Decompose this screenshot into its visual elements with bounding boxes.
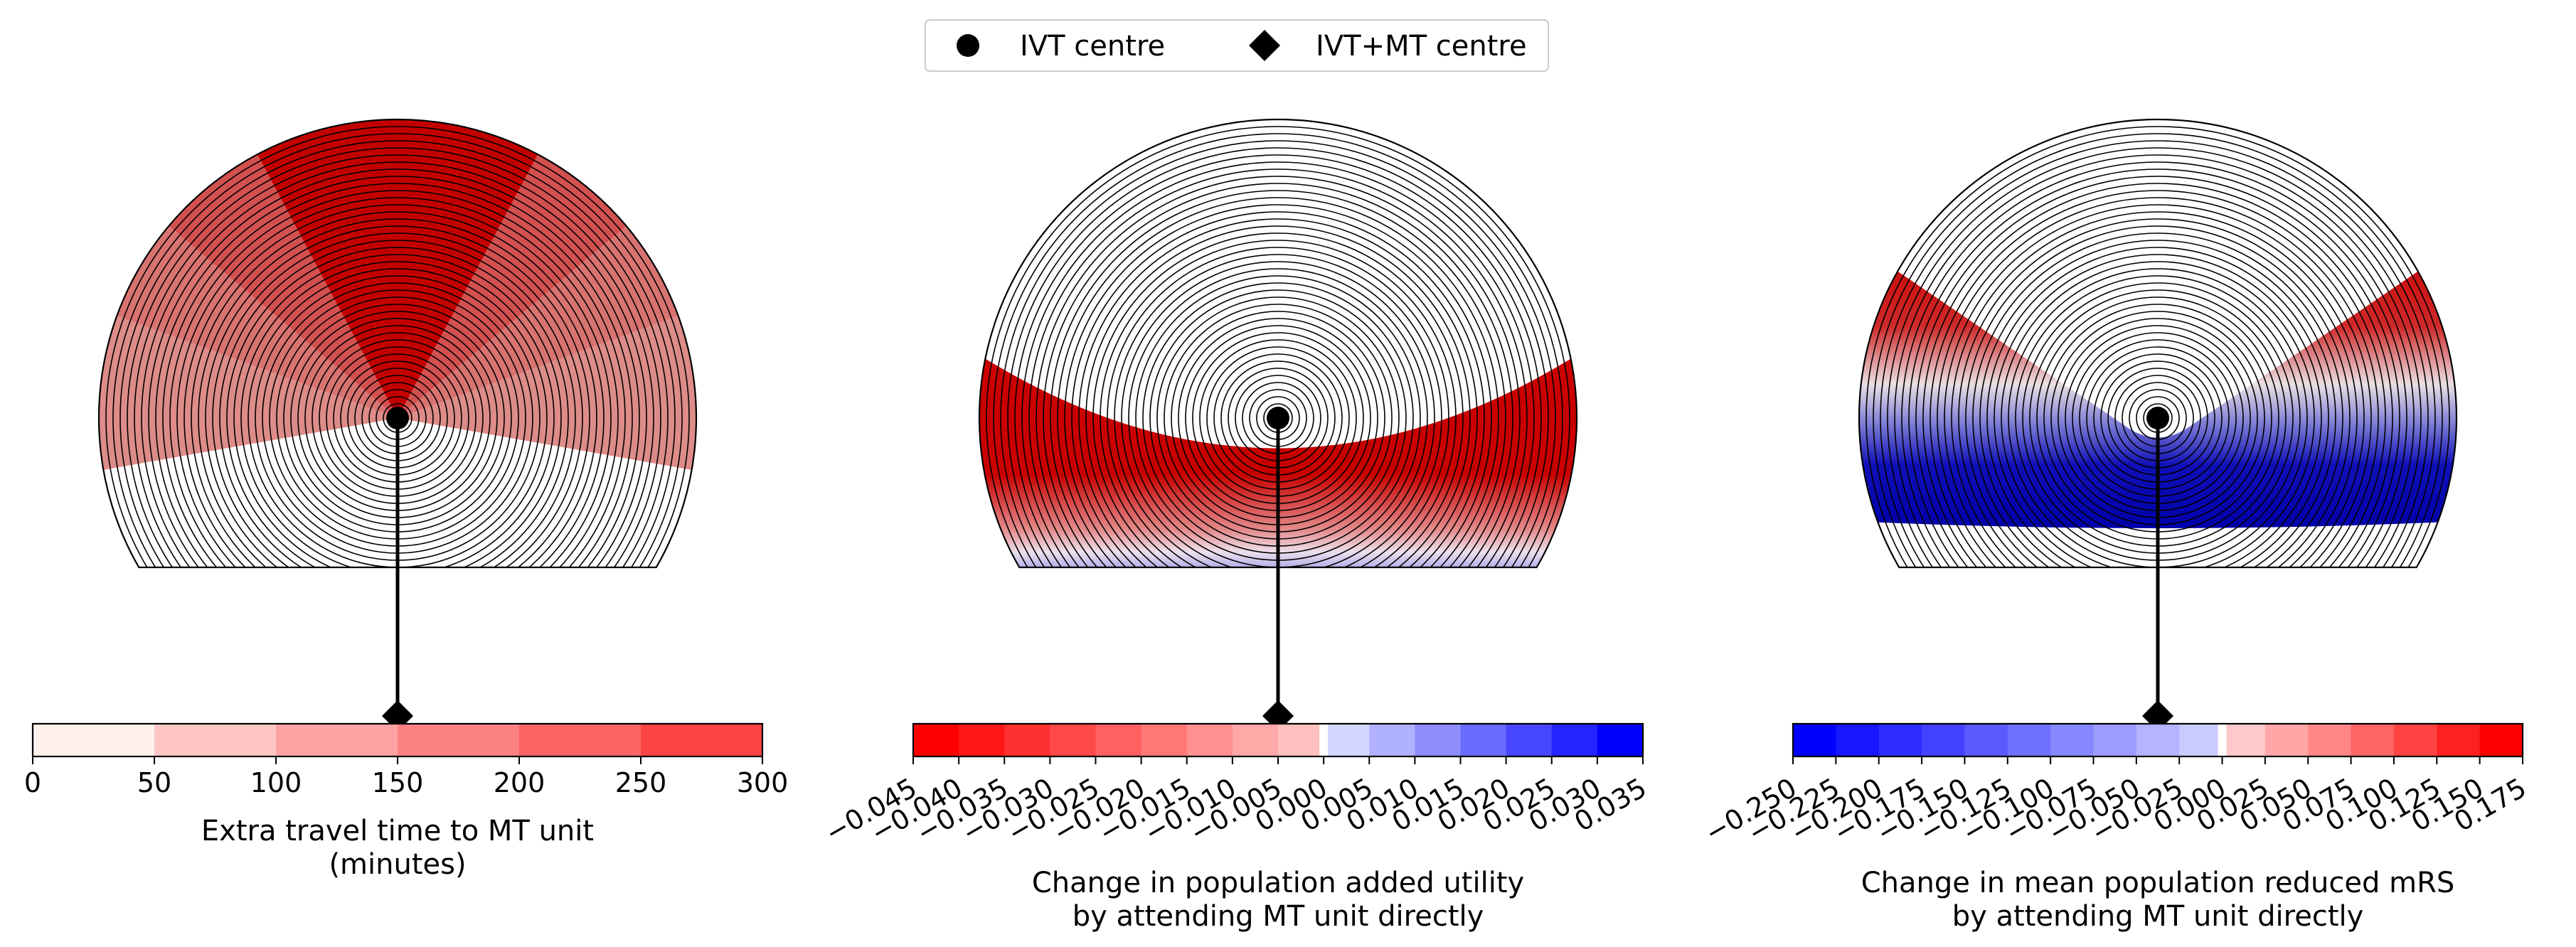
- panel-2-colorbar-bin: [1597, 724, 1644, 756]
- panel-3-colorbar-bin: [1793, 724, 1836, 756]
- panel-2-colorbar-bin: [1506, 724, 1553, 756]
- panel-2-colorbar-bin: [1050, 724, 1097, 756]
- panel-3-colorbar-bin: [2007, 724, 2051, 756]
- panel-2-colorbar-bin: [1232, 724, 1279, 756]
- panel-3-ivt-centre: [2146, 407, 2169, 429]
- panel-1-colorbar-bin: [276, 724, 398, 756]
- travel-time-sector-3: [117, 119, 678, 418]
- legend-label-ivt: IVT centre: [1020, 30, 1165, 63]
- panel-3-colorbar-bin: [1922, 724, 1966, 756]
- panel-2-colorbar-label-line2: by attending MT unit directly: [1073, 900, 1484, 933]
- panel-3-colorbar-bin: [2264, 724, 2309, 756]
- panel-2-colorbar-bin: [1460, 724, 1507, 756]
- ivt-mt-centre-marker-icon: [1249, 30, 1280, 61]
- panel-3-colorbar-bin: [2393, 724, 2437, 756]
- panel-2-colorbar-bin: [1369, 724, 1415, 756]
- panel-1-colorbar-bin: [519, 724, 642, 756]
- panel-2-colorbar-bin: [1186, 724, 1233, 756]
- legend: IVT centre IVT+MT centre: [925, 19, 1549, 72]
- panel-3-colorbar-bin: [2308, 724, 2352, 756]
- panel-2-ivt-centre: [1267, 407, 1289, 429]
- panel-1-ivt-centre: [386, 407, 409, 429]
- legend-label-ivt-mt: IVT+MT centre: [1316, 30, 1527, 63]
- panel-1-colorbar-tick-label: 300: [737, 767, 789, 798]
- panel-1-map: [97, 118, 698, 569]
- panel-2-colorbar: −0.045−0.040−0.035−0.030−0.025−0.020−0.0…: [820, 722, 1652, 849]
- panel-1-colorbar-tick-label: 50: [137, 767, 171, 798]
- panel-1-colorbar-bin: [641, 724, 763, 756]
- panel-2-colorbar-bin: [1278, 724, 1324, 756]
- panel-3-colorbar-bin: [2479, 724, 2523, 756]
- panel-2-colorbar-bin: [1004, 724, 1050, 756]
- panel-3-colorbar-label-line2: by attending MT unit directly: [1952, 900, 2364, 933]
- panel-2-colorbar-bin: [913, 724, 959, 756]
- panel-3-colorbar-bin: [2437, 724, 2481, 756]
- panel-2-colorbar-bin: [959, 724, 1005, 756]
- panel-1-colorbar-tick-label: 0: [24, 767, 41, 798]
- panel-3-colorbar-bin: [2179, 724, 2223, 756]
- panel-1-colorbar-bin: [398, 724, 520, 756]
- panel-3-colorbar-bin: [1964, 724, 2008, 756]
- legend-frame: [925, 19, 1549, 72]
- panel-3-colorbar-label-line1: Change in mean population reduced mRS: [1861, 867, 2455, 899]
- panel-travel-time: 0 50 100 150 200 250 300 Extra travel time to …: [24, 118, 789, 881]
- panel-3-region-outline: [1858, 118, 2458, 569]
- panel-1-colorbar-label-line1: Extra travel time to MT unit: [201, 815, 594, 847]
- panel-reduced-mrs: −0.250−0.225−0.200−0.175−0.150−0.125−0.1…: [1700, 118, 2532, 933]
- panel-1-colorbar: 0 50 100 150 200 250 300: [24, 722, 789, 798]
- panel-2-region-outline: [978, 118, 1578, 569]
- panel-1-colorbar-tick-label: 150: [372, 767, 424, 798]
- panel-1-colorbar-tick-label: 200: [494, 767, 545, 798]
- panel-3-colorbar-bin: [1878, 724, 1922, 756]
- panel-2-colorbar-bin: [1095, 724, 1142, 756]
- panel-2-colorbar-bin: [1324, 724, 1370, 756]
- panel-2-colorbar-bin: [1551, 724, 1598, 756]
- panel-3-colorbar-bin: [2222, 724, 2266, 756]
- panel-1-colorbar-tick-label: 250: [615, 767, 667, 798]
- panel-2-colorbar-label-line1: Change in population added utility: [1032, 867, 1524, 899]
- panel-3-colorbar-bin: [2136, 724, 2180, 756]
- panel-1-colorbar-tick-label: 100: [250, 767, 302, 798]
- panel-3-colorbar-bin: [1836, 724, 1880, 756]
- panel-1-colorbar-bin: [154, 724, 277, 756]
- reduced-mrs-band: [1859, 240, 2457, 528]
- panel-3-colorbar-bin: [2351, 724, 2395, 756]
- panel-1-colorbar-bin: [33, 724, 155, 756]
- panel-3-colorbar-frame: [1792, 722, 2524, 758]
- panel-3-colorbar-bin: [2093, 724, 2137, 756]
- ivt-centre-marker-icon: [957, 34, 979, 57]
- panel-1-region-outline: [97, 118, 698, 569]
- panel-2-colorbar-bin: [1415, 724, 1462, 756]
- panel-1-colorbar-label-line2: (minutes): [329, 848, 466, 881]
- panel-3-colorbar: −0.250−0.225−0.200−0.175−0.150−0.125−0.1…: [1700, 722, 2532, 849]
- panel-3-colorbar-bin: [2050, 724, 2095, 756]
- panel-added-utility: −0.045−0.040−0.035−0.030−0.025−0.020−0.0…: [820, 118, 1652, 933]
- panel-2-colorbar-bin: [1141, 724, 1188, 756]
